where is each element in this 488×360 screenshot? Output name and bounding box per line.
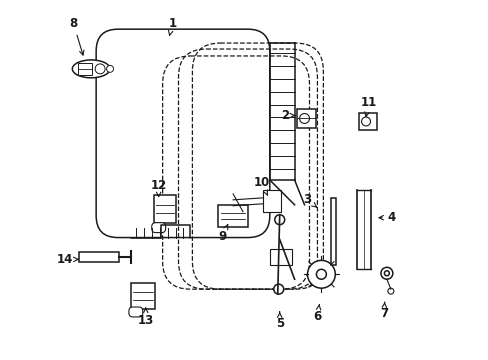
Ellipse shape — [72, 60, 110, 78]
Text: 6: 6 — [313, 305, 321, 323]
Bar — [131, 283, 154, 309]
Bar — [79, 252, 119, 262]
Circle shape — [361, 117, 370, 126]
FancyBboxPatch shape — [151, 223, 165, 233]
Text: 12: 12 — [150, 179, 166, 197]
Text: 1: 1 — [168, 17, 176, 36]
Text: 13: 13 — [137, 308, 154, 327]
Text: 2: 2 — [281, 109, 295, 122]
Circle shape — [95, 64, 105, 74]
Bar — [296, 109, 316, 129]
Circle shape — [380, 267, 392, 279]
FancyBboxPatch shape — [96, 29, 269, 238]
Bar — [153, 195, 175, 223]
Bar — [331, 198, 336, 265]
Bar — [218, 205, 247, 227]
Circle shape — [273, 284, 283, 294]
Text: 9: 9 — [218, 225, 227, 243]
Circle shape — [274, 215, 284, 225]
Text: 7: 7 — [379, 302, 387, 320]
FancyBboxPatch shape — [129, 307, 142, 317]
Circle shape — [384, 271, 388, 276]
Text: 3: 3 — [303, 193, 316, 207]
Circle shape — [387, 288, 393, 294]
Text: 8: 8 — [69, 17, 84, 55]
Text: 11: 11 — [360, 96, 376, 117]
Text: 14: 14 — [56, 253, 78, 266]
Circle shape — [316, 269, 325, 279]
Circle shape — [106, 66, 113, 72]
Text: 5: 5 — [275, 312, 283, 330]
Text: 10: 10 — [253, 176, 269, 195]
Bar — [78, 63, 92, 75]
Bar — [358, 113, 376, 130]
Circle shape — [299, 113, 309, 123]
Bar — [269, 249, 291, 265]
Text: 4: 4 — [378, 211, 395, 224]
Bar — [263, 190, 280, 212]
Circle shape — [307, 260, 335, 288]
